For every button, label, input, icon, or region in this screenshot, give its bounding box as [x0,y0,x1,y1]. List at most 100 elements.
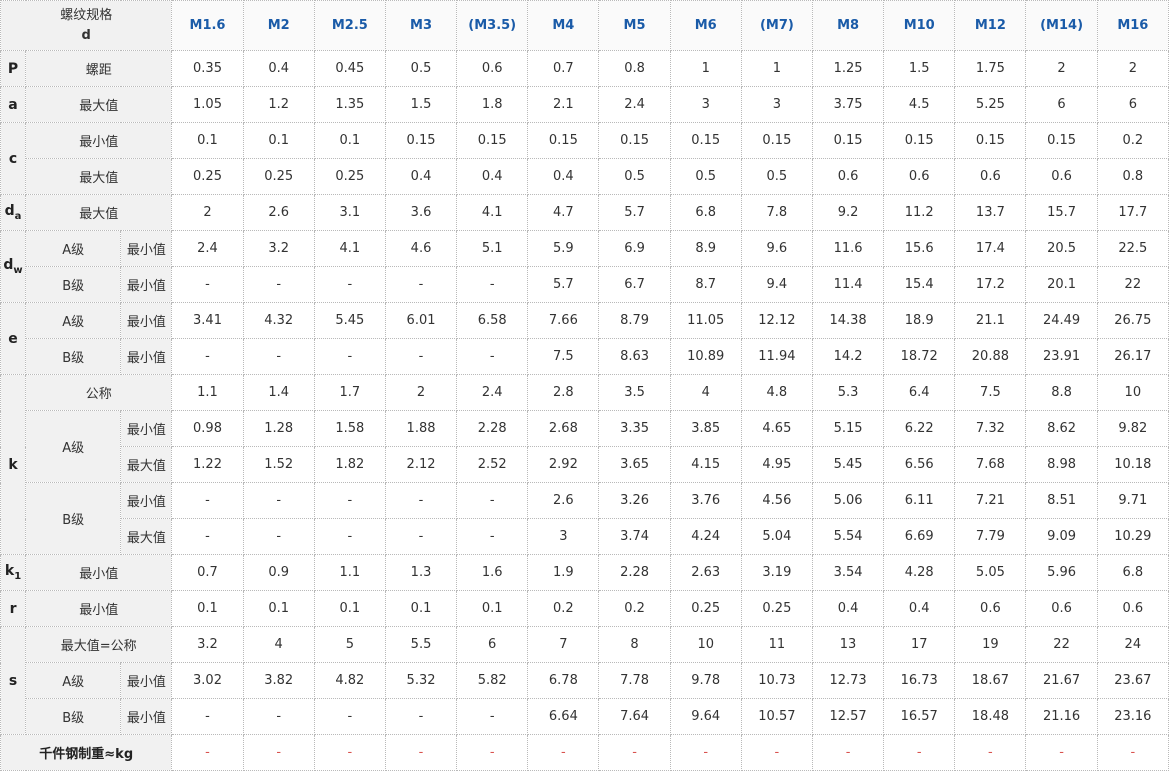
value-cell: 2.92 [527,446,600,483]
value-cell: 7.5 [527,338,600,375]
value-cell: 18.72 [883,338,956,375]
value-cell: 22 [1096,266,1169,303]
value-cell: 22 [1025,626,1098,663]
value-cell: 16.57 [883,698,956,735]
value-cell: 4.7 [527,194,600,231]
value-cell: 0.4 [242,50,315,87]
value-cell: 2.12 [384,446,458,483]
value-cell: 2.28 [456,410,529,447]
value-cell: 8.79 [598,302,671,339]
value-cell: 1.5 [883,50,956,87]
value-cell: 0.25 [313,158,386,195]
symbol-dw-main: d [3,257,14,274]
value-cell: 20.1 [1025,266,1098,303]
value-cell: 10.89 [669,338,742,375]
value-cell: 3.74 [598,518,671,555]
value-cell: 6.22 [883,410,956,447]
size-header: M1.6 [171,0,244,51]
value-cell: 12.57 [811,698,885,735]
label-k-a-max: 最大值 [120,446,173,483]
value-cell: 6.4 [883,374,956,411]
symbol-a: a [0,86,27,123]
size-header: (M14) [1025,0,1098,51]
value-cell: - [171,338,244,375]
value-cell: 18.9 [883,302,956,339]
label-s-max-nominal: 最大值=公称 [25,626,173,663]
row-k1-min: k1 最小值 0.7 0.9 1.1 1.3 1.6 1.9 2.28 2.63 3.19 3.5… [0,554,1169,591]
value-cell: 19 [954,626,1027,663]
value-cell: 10 [1096,374,1169,411]
value-cell: - [313,482,386,519]
value-cell: 0.6 [954,158,1027,195]
header-row: 螺纹规格 d M1.6 M2 M2.5 M3 (M3.5) M4 M5 M6 (M7) M8 M10… [0,0,1169,51]
value-cell: 2 [171,194,244,231]
value-cell: 4 [669,374,742,411]
symbol-r: r [0,590,27,627]
value-cell: 7.21 [954,482,1027,519]
size-header: M12 [954,0,1027,51]
value-cell: - [171,698,244,735]
value-cell: 0.45 [313,50,386,87]
size-header: M5 [598,0,671,51]
value-cell: 1.88 [384,410,458,447]
value-cell: 22.5 [1096,230,1169,267]
size-header: (M7) [740,0,813,51]
value-cell: 6.69 [883,518,956,555]
value-cell: - [313,266,386,303]
value-cell: 24.49 [1025,302,1098,339]
value-cell: 0.4 [456,158,529,195]
value-cell: 7.68 [954,446,1027,483]
symbol-k1: k1 [0,554,27,591]
value-cell: 0.4 [811,590,885,627]
value-cell: 1.5 [384,86,458,123]
row-da-max: da 最大值 2 2.6 3.1 3.6 4.1 4.7 5.7 6.8 7.8 9.2 11.2 1… [0,194,1169,231]
value-cell: 9.09 [1025,518,1098,555]
value-cell: 5.9 [527,230,600,267]
value-cell: - [384,698,458,735]
value-cell: - [171,266,244,303]
value-cell: 2.63 [669,554,742,591]
value-cell: 0.7 [527,50,600,87]
value-cell: 0.25 [171,158,244,195]
value-cell: 6.01 [384,302,458,339]
value-cell: 3.35 [598,410,671,447]
value-cell: 17 [883,626,956,663]
value-cell: 3.26 [598,482,671,519]
value-cell: 7.79 [954,518,1027,555]
value-cell: 0.5 [740,158,813,195]
value-cell: 2.1 [527,86,600,123]
label-k-grade-a: A级 [25,410,122,483]
value-cell: 13 [811,626,885,663]
symbol-dw-sub: w [13,264,23,276]
value-cell: 0.6 [1025,590,1098,627]
value-cell: 8.7 [669,266,742,303]
value-cell: 5.1 [456,230,529,267]
label-c-min: 最小值 [25,122,173,159]
value-cell: 3.54 [811,554,885,591]
value-cell: 16.73 [883,662,956,699]
value-cell: 4.95 [740,446,813,483]
value-cell: 4.15 [669,446,742,483]
value-cell: 1 [669,50,742,87]
value-cell: - [883,734,956,771]
value-cell: - [313,338,386,375]
value-cell: 9.82 [1096,410,1169,447]
value-cell: 9.71 [1096,482,1169,519]
value-cell: 3.65 [598,446,671,483]
row-weight: 千件钢制重≈kg -------------- [0,734,1169,771]
value-cell: 0.15 [456,122,529,159]
row-s-a-min: A级 最小值 3.02 3.82 4.82 5.32 5.82 6.78 7.78 9.78 1… [1,662,1169,699]
value-cell: 21.16 [1025,698,1098,735]
value-cell: 1.82 [313,446,386,483]
value-cell: 0.4 [527,158,600,195]
symbol-k1-main: k [4,563,15,580]
value-cell: 23.91 [1025,338,1098,375]
value-cell: 5.5 [384,626,458,663]
value-cell: 5 [313,626,386,663]
value-cell: 1.22 [171,446,244,483]
size-header: M2 [242,0,315,51]
label-e-grade-a: A级 [25,302,122,339]
value-cell: 2.4 [171,230,244,267]
value-cell: - [456,734,529,771]
value-cell: 7 [527,626,600,663]
